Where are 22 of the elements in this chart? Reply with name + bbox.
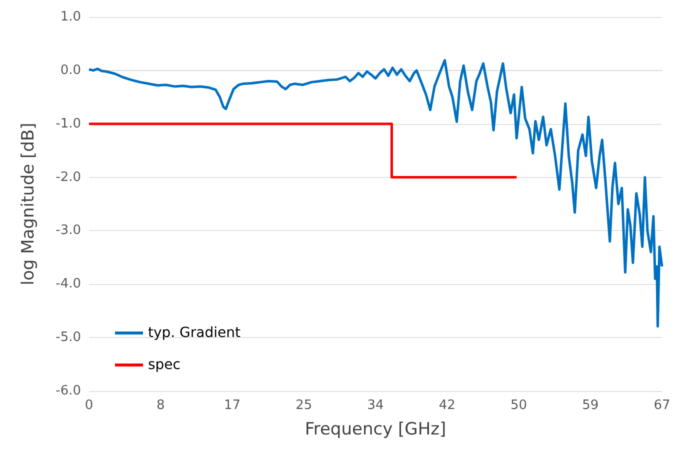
legend-label: typ. Gradient — [148, 325, 242, 341]
x-tick-label: 67 — [654, 398, 670, 413]
x-tick-label: 50 — [510, 398, 528, 413]
x-axis-title: Frequency [GHz] — [304, 420, 446, 440]
x-tick-label: 34 — [367, 398, 384, 413]
y-tick-label: -6.0 — [56, 384, 81, 398]
y-tick-label: -1.0 — [56, 116, 81, 132]
x-tick-label: 8 — [156, 398, 165, 413]
x-tick-label: 25 — [296, 398, 312, 413]
x-tick-label: 42 — [438, 398, 456, 413]
y-tick-label: -4.0 — [56, 276, 81, 292]
y-tick-label: 1.0 — [60, 10, 81, 24]
y-axis-title: log Magnitude [dB] — [18, 122, 38, 286]
y-tick-label: -5.0 — [56, 330, 81, 346]
x-tick-label: 0 — [84, 398, 94, 413]
x-tick-label: 59 — [582, 398, 599, 413]
y-tick-label: 0.0 — [60, 62, 81, 78]
y-tick-label: -3.0 — [56, 223, 81, 238]
legend-label: spec — [148, 357, 180, 373]
x-tick-label: 17 — [224, 398, 241, 413]
y-tick-label: -2.0 — [56, 170, 81, 185]
line-series — [88, 59, 664, 328]
